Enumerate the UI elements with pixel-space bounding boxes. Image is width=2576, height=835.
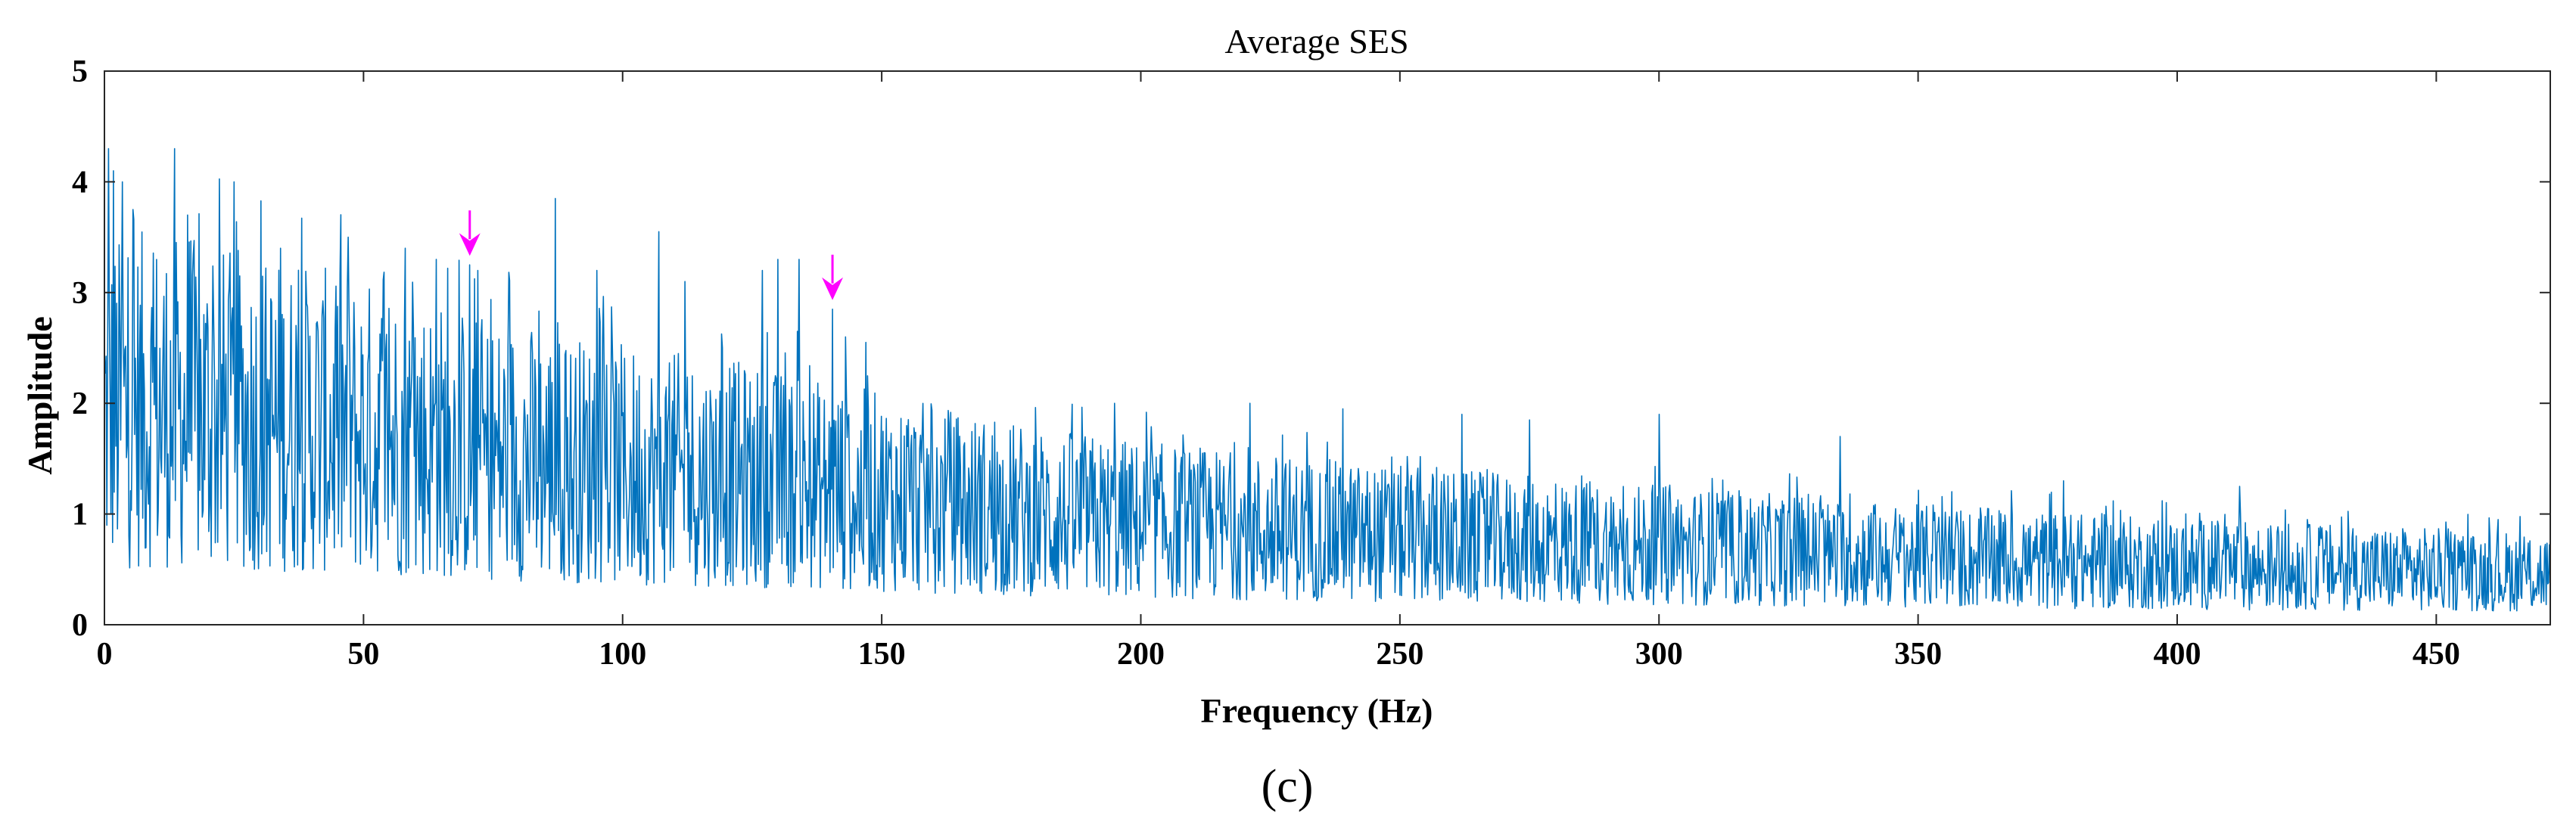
plot-frame: [104, 70, 2551, 625]
x-tick-label: 400: [2153, 637, 2201, 672]
x-tick-label: 200: [1117, 637, 1165, 672]
x-tick-label: 50: [347, 637, 379, 672]
x-tick-label: 250: [1376, 637, 1423, 672]
y-tick-label: 0: [72, 608, 88, 643]
tick-group: 0 50 100 150 200 250 300 350 400 450 0 1 2 3 4 5: [72, 54, 2550, 672]
y-axis-label: Amplitude: [20, 316, 59, 475]
y-tick-label: 3: [72, 276, 88, 311]
arrow-annotation-head: [459, 233, 481, 256]
series-line: [104, 147, 2551, 612]
panel-label: (c): [1262, 761, 1314, 812]
x-tick-label: 350: [1894, 637, 1942, 672]
plot-area: 0 50 100 150 200 250 300 350 400 450 0 1 2 3 4 5: [72, 54, 2551, 672]
arrow-annotation-head: [822, 277, 844, 300]
annotation-group: [459, 210, 844, 300]
x-tick-label: 150: [858, 637, 906, 672]
y-tick-label: 4: [72, 165, 88, 200]
y-tick-label: 5: [72, 54, 88, 89]
x-tick-label: 0: [97, 637, 113, 672]
y-tick-label: 1: [72, 498, 88, 532]
series-group: [104, 147, 2551, 612]
x-tick-label: 100: [599, 637, 646, 672]
x-tick-label: 300: [1635, 637, 1683, 672]
y-tick-label: 2: [72, 386, 88, 421]
x-axis-label: Frequency (Hz): [1200, 691, 1433, 730]
x-tick-label: 450: [2413, 637, 2460, 672]
chart-title: Average SES: [1224, 22, 1408, 61]
